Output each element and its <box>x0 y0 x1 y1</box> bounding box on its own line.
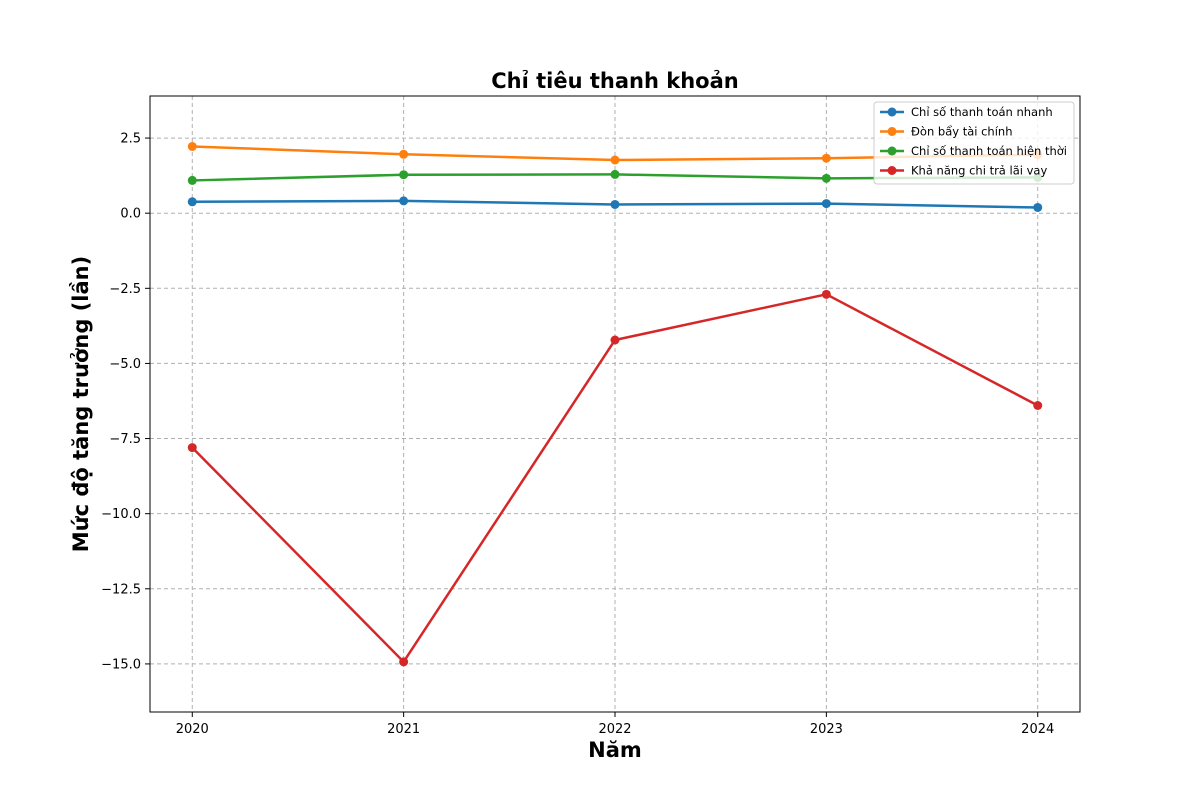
legend-label: Đòn bẩy tài chính <box>911 125 1013 139</box>
y-tick-label: −15.0 <box>101 657 141 672</box>
x-axis-ticks: 2020 2021 2022 2023 2024 <box>176 712 1054 737</box>
series-layer <box>187 141 1043 667</box>
series-1 <box>187 196 1043 212</box>
data-point <box>1033 202 1043 212</box>
data-point <box>610 335 620 345</box>
data-point <box>399 196 409 206</box>
x-tick-label: 2021 <box>387 722 420 737</box>
y-tick-label: −10.0 <box>101 507 141 522</box>
data-point <box>187 141 197 151</box>
legend-label: Chỉ số thanh toán hiện thời <box>911 144 1067 158</box>
legend-item: Đòn bẩy tài chính <box>880 125 1013 139</box>
legend-marker <box>887 166 897 175</box>
data-point <box>610 155 620 165</box>
chart-title: Chỉ tiêu thanh khoản <box>491 69 738 93</box>
legend-item: Chỉ số thanh toán nhanh <box>880 105 1053 119</box>
y-axis-label: Mức độ tăng trưởng (lần) <box>69 256 93 552</box>
y-tick-label: −7.5 <box>109 432 141 447</box>
data-point <box>399 170 409 180</box>
x-tick-label: 2023 <box>810 722 843 737</box>
data-point <box>821 289 831 299</box>
y-axis-ticks: 2.5 0.0 −2.5 −5.0 −7.5 −10.0 −12.5 −15.0 <box>101 132 150 672</box>
data-point <box>610 169 620 179</box>
legend-item: Chỉ số thanh toán hiện thời <box>880 144 1067 158</box>
legend-label: Khả năng chi trả lãi vay <box>911 164 1047 178</box>
data-point <box>821 173 831 183</box>
legend: Chỉ số thanh toán nhanh Đòn bẩy tài chính… <box>873 101 1075 185</box>
y-tick-label: 0.0 <box>120 207 141 222</box>
x-tick-label: 2024 <box>1021 722 1054 737</box>
x-tick-label: 2022 <box>598 722 631 737</box>
data-point <box>399 149 409 159</box>
y-tick-label: −5.0 <box>109 357 141 372</box>
grid <box>150 96 1080 712</box>
x-axis-label: Năm <box>588 738 642 762</box>
data-point <box>187 175 197 185</box>
legend-marker <box>887 146 897 156</box>
legend-marker <box>887 127 897 136</box>
legend-label: Chỉ số thanh toán nhanh <box>911 105 1053 119</box>
data-point <box>821 153 831 163</box>
legend-item: Khả năng chi trả lãi vay <box>880 164 1047 178</box>
data-point <box>610 199 620 209</box>
legend-box <box>873 101 1075 185</box>
data-point <box>1033 401 1043 411</box>
data-point <box>187 443 197 453</box>
y-tick-label: −2.5 <box>109 282 141 297</box>
legend-marker <box>887 107 897 117</box>
data-point <box>187 197 197 207</box>
series-4 <box>187 289 1043 667</box>
data-point <box>821 199 831 209</box>
y-tick-label: 2.5 <box>120 132 141 147</box>
y-tick-label: −12.5 <box>101 582 141 597</box>
x-tick-label: 2020 <box>176 722 209 737</box>
data-point <box>399 657 409 667</box>
